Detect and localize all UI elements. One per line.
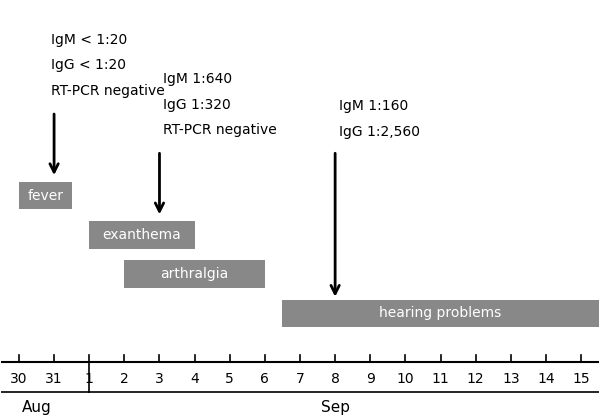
Bar <box>283 300 599 327</box>
Text: IgG < 1:20: IgG < 1:20 <box>50 58 125 72</box>
Text: 2: 2 <box>120 372 129 386</box>
Text: RT-PCR negative: RT-PCR negative <box>50 84 164 98</box>
Text: 4: 4 <box>190 372 199 386</box>
Bar <box>124 260 265 288</box>
Bar <box>89 221 194 248</box>
Text: hearing problems: hearing problems <box>379 306 502 320</box>
Text: RT-PCR negative: RT-PCR negative <box>163 123 277 137</box>
Text: IgM 1:640: IgM 1:640 <box>163 72 232 86</box>
Text: Sep: Sep <box>320 400 350 415</box>
Text: 6: 6 <box>260 372 269 386</box>
Text: IgG 1:320: IgG 1:320 <box>163 98 231 111</box>
Bar <box>19 182 71 210</box>
Text: 11: 11 <box>431 372 449 386</box>
Text: fever: fever <box>28 189 64 203</box>
Text: 12: 12 <box>467 372 484 386</box>
Text: 15: 15 <box>572 372 590 386</box>
Text: 13: 13 <box>502 372 520 386</box>
Text: 8: 8 <box>331 372 340 386</box>
Text: exanthema: exanthema <box>103 228 181 242</box>
Text: arthralgia: arthralgia <box>160 267 229 281</box>
Text: 30: 30 <box>10 372 28 386</box>
Text: 7: 7 <box>296 372 304 386</box>
Text: 10: 10 <box>397 372 414 386</box>
Text: IgM < 1:20: IgM < 1:20 <box>50 33 127 47</box>
Text: IgM 1:160: IgM 1:160 <box>338 99 408 114</box>
Text: 14: 14 <box>537 372 555 386</box>
Text: 9: 9 <box>366 372 374 386</box>
Text: 1: 1 <box>85 372 94 386</box>
Text: 31: 31 <box>45 372 63 386</box>
Text: 5: 5 <box>226 372 234 386</box>
Text: Aug: Aug <box>22 400 52 415</box>
Text: 3: 3 <box>155 372 164 386</box>
Text: IgG 1:2,560: IgG 1:2,560 <box>338 125 419 139</box>
